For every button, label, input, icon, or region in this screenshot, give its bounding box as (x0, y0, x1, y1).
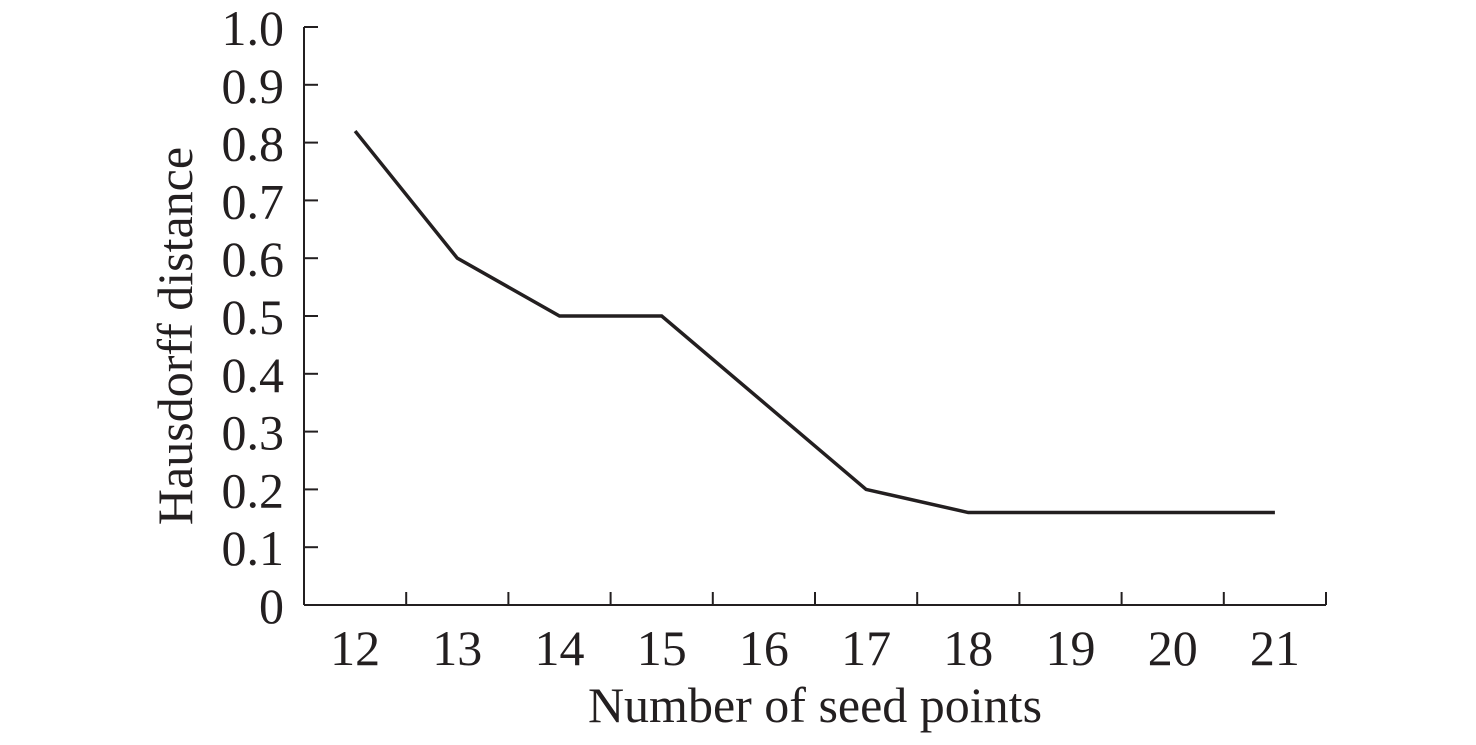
y-tick-label: 0.9 (222, 58, 285, 114)
x-tick-label: 15 (637, 620, 687, 676)
x-axis-ticks (405, 592, 1327, 605)
y-axis-ticks (304, 26, 318, 606)
y-tick-label: 0.3 (222, 405, 285, 461)
y-tick-label: 0.4 (222, 347, 285, 403)
series-line (353, 129, 1275, 515)
y-axis-label: Hausdorff distance (147, 147, 203, 525)
x-tick-label: 21 (1250, 620, 1300, 676)
x-tick-label: 14 (535, 620, 585, 676)
y-tick-label: 0.6 (222, 231, 285, 287)
y-axis-tick-labels: 00.10.20.30.40.50.60.70.80.91.0 (222, 0, 285, 634)
x-tick-label: 19 (1046, 620, 1096, 676)
x-tick-label: 17 (841, 620, 891, 676)
y-tick-label: 0.2 (222, 462, 285, 518)
y-tick-label: 1.0 (222, 0, 285, 56)
y-tick-label: 0.1 (222, 520, 285, 576)
y-tick-label: 0.8 (222, 116, 285, 172)
x-tick-label: 16 (739, 620, 789, 676)
y-tick-label: 0 (259, 578, 284, 634)
y-tick-label: 0.7 (222, 173, 285, 229)
x-tick-label: 13 (432, 620, 482, 676)
x-axis-label: Number of seed points (588, 677, 1042, 733)
x-tick-label: 18 (943, 620, 993, 676)
y-tick-label: 0.5 (222, 289, 285, 345)
x-tick-label: 12 (330, 620, 380, 676)
x-tick-label: 20 (1148, 620, 1198, 676)
series-group (353, 129, 1275, 515)
x-axis-tick-labels: 12 13 14 15 16 17 18 19 20 21 (330, 620, 1300, 676)
